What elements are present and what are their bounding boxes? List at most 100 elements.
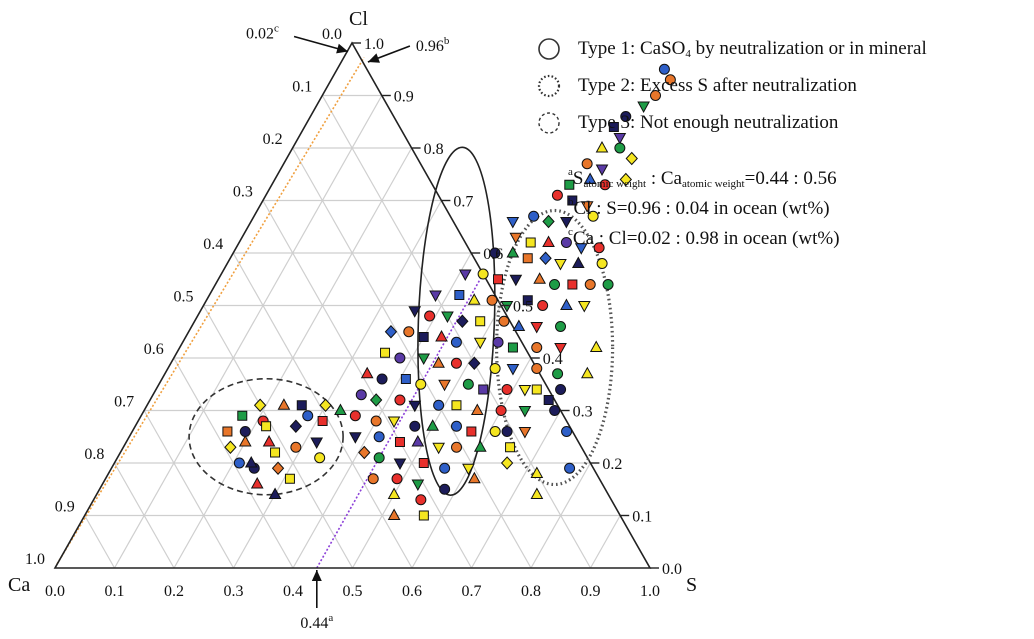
grid-line-s xyxy=(113,95,383,569)
data-point-circle xyxy=(489,247,501,259)
data-point-triangle-up xyxy=(589,340,603,352)
data-point-triangle-up xyxy=(238,434,252,447)
tick-label-s: 0.9 xyxy=(581,583,601,600)
data-point-triangle-up xyxy=(467,293,481,305)
data-point-square xyxy=(454,290,465,300)
data-point-circle xyxy=(391,473,403,485)
data-point-circle xyxy=(450,420,462,432)
data-point-circle xyxy=(560,237,572,248)
data-point-square xyxy=(567,279,578,290)
tick-label-ca: 0.7 xyxy=(114,394,134,411)
data-point-triangle-down xyxy=(429,290,442,303)
data-point-diamond xyxy=(224,440,237,454)
data-point-circle xyxy=(355,389,367,401)
arrow-a-head xyxy=(311,570,322,581)
data-point-triangle-down xyxy=(387,416,401,429)
ellipse-type3 xyxy=(188,377,344,496)
data-point-square xyxy=(284,473,295,484)
grid-line-s xyxy=(589,515,621,569)
data-point-circle xyxy=(501,426,513,437)
annotation-a: 0.44a xyxy=(300,612,333,632)
tick-label-s: 0.3 xyxy=(224,583,244,600)
data-point-circle xyxy=(424,310,436,322)
data-point-triangle-down xyxy=(458,269,472,282)
grid-line-ca xyxy=(202,305,354,569)
data-point-diamond xyxy=(539,251,552,265)
data-point-triangle-up xyxy=(387,487,401,499)
legend-item-type3: Type 3: Not enough neutralization xyxy=(536,104,1034,141)
grid-line-ca xyxy=(143,410,235,569)
data-point-circle xyxy=(367,473,379,485)
data-point-triangle-down xyxy=(438,379,451,392)
tick-label-cl: 0.0 xyxy=(662,561,682,578)
data-point-square xyxy=(400,374,411,384)
annotation-c-sup: c xyxy=(274,23,279,35)
arrow-c-head xyxy=(336,43,349,54)
data-point-circle xyxy=(492,336,504,348)
vertex-label-ca: Ca xyxy=(8,574,30,596)
data-point-triangle-up xyxy=(387,508,401,520)
data-point-triangle-up xyxy=(470,403,484,415)
data-point-circle xyxy=(551,189,563,201)
tick-label-s: 0.0 xyxy=(45,583,65,600)
data-point-circle xyxy=(561,426,573,437)
footnotes: aSatomic weight : Caatomic weight=0.44 :… xyxy=(568,166,840,256)
arrow-b-head xyxy=(367,53,380,63)
grid-line-ca xyxy=(113,462,175,569)
data-point-triangle-up xyxy=(411,434,425,447)
data-point-circle xyxy=(373,431,385,443)
dashed-ellipse-icon xyxy=(538,111,560,134)
data-point-circle xyxy=(403,326,415,338)
data-point-circle xyxy=(394,352,406,364)
tick-labels: 0.0 0.1 0.2 0.3 0.4 0.5 0.6 0.7 0.8 0.9 1.00.00.10… xyxy=(25,26,682,600)
data-point-triangle-down xyxy=(509,274,523,287)
data-point-triangle-down xyxy=(462,463,475,476)
data-points xyxy=(222,63,676,521)
data-point-circle xyxy=(531,342,543,353)
footnote-c: cCa : Cl=0.02 : 0.98 in ocean (wt%) xyxy=(568,226,840,249)
data-point-circle xyxy=(537,300,549,311)
data-point-triangle-up xyxy=(334,403,347,415)
legend-label-type3: Type 3: Not enough neutralization xyxy=(578,111,839,133)
data-point-triangle-down xyxy=(595,164,609,177)
data-point-triangle-up xyxy=(268,487,282,499)
tick-label-cl: 0.3 xyxy=(573,404,593,421)
data-point-triangle-down xyxy=(500,301,514,313)
data-point-circle xyxy=(593,242,605,254)
data-point-square xyxy=(507,342,518,353)
data-point-triangle-up xyxy=(468,471,481,484)
legend-item-type2: Type 2: Excess S after neutralization xyxy=(536,67,1034,104)
grid-line-ca xyxy=(84,515,116,569)
data-point-circle xyxy=(555,321,567,332)
data-point-triangle-up xyxy=(360,366,374,379)
tick-label-cl: 0.8 xyxy=(424,141,444,158)
data-point-circle xyxy=(233,457,245,469)
data-point-triangle-up xyxy=(571,256,585,268)
data-point-circle xyxy=(450,336,462,348)
footnote-b: bCl : S=0.96 : 0.04 in ocean (wt%) xyxy=(568,196,830,219)
data-point-circle xyxy=(555,384,567,395)
data-point-square xyxy=(522,253,533,264)
data-point-circle xyxy=(450,357,462,369)
data-point-triangle-up xyxy=(277,398,291,410)
data-point-triangle-down xyxy=(637,101,650,114)
tick-label-s: 1.0 xyxy=(640,583,660,600)
data-point-diamond xyxy=(619,172,633,187)
data-point-triangle-down xyxy=(393,458,407,471)
data-point-square xyxy=(522,295,533,306)
data-point-triangle-up xyxy=(473,440,487,452)
data-point-circle xyxy=(564,462,576,474)
data-point-diamond xyxy=(468,356,481,370)
data-point-triangle-down xyxy=(518,385,532,397)
data-point-triangle-up xyxy=(506,245,520,258)
data-point-circle xyxy=(531,363,543,374)
vertex-label-s: S xyxy=(686,574,697,596)
tick-label-cl: 0.2 xyxy=(602,456,622,473)
data-point-circle xyxy=(451,441,463,453)
data-point-circle xyxy=(614,142,626,154)
data-point-diamond xyxy=(358,445,371,460)
annotation-a-sup: a xyxy=(328,612,333,624)
data-point-triangle-down xyxy=(506,217,520,229)
data-point-triangle-up xyxy=(530,487,544,499)
ellipse-type1 xyxy=(417,146,496,496)
